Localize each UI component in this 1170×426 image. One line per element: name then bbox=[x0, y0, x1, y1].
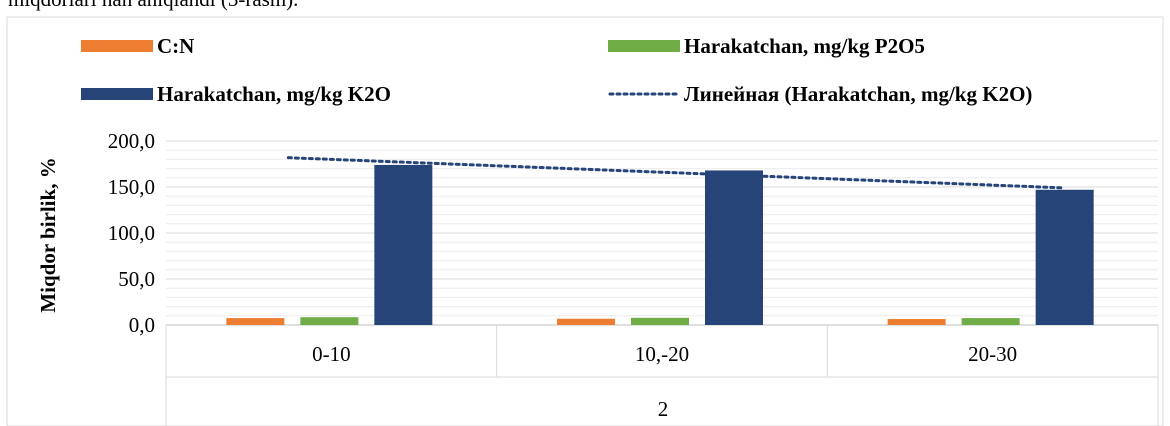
bar-harakatchan-mg-kg-k2o-0 bbox=[374, 164, 433, 325]
legend: C:N Harakatchan, mg/kg P2O5 Harakatchan, m… bbox=[81, 34, 1032, 106]
y-tick-label: 100,0 bbox=[108, 221, 155, 245]
trendline bbox=[286, 156, 1067, 190]
y-tick-label: 200,0 bbox=[108, 129, 155, 153]
legend-label: Линейная (Harakatchan, mg/kg K2O) bbox=[684, 82, 1032, 106]
y-tick-label: 50,0 bbox=[118, 267, 155, 291]
x-group-label: 2 bbox=[658, 397, 669, 421]
gridlines bbox=[166, 140, 1158, 326]
bar-harakatchan-mg-kg-p2o5-0 bbox=[300, 317, 359, 325]
chart-frame bbox=[6, 16, 1164, 426]
legend-label: Harakatchan, mg/kg P2O5 bbox=[684, 34, 925, 58]
legend-label: C:N bbox=[157, 34, 194, 58]
y-tick-label: 0,0 bbox=[129, 313, 155, 337]
x-tick-label: 20-30 bbox=[968, 342, 1017, 366]
trendline-k2o bbox=[286, 156, 1067, 190]
legend-swatch bbox=[81, 88, 153, 100]
x-tick-label: 10,-20 bbox=[635, 342, 689, 366]
legend-label: Harakatchan, mg/kg K2O bbox=[157, 82, 391, 106]
bar-harakatchan-mg-kg-p2o5-1 bbox=[631, 317, 689, 325]
y-tick-label: 150,0 bbox=[108, 175, 155, 199]
x-tick-label: 0-10 bbox=[312, 342, 351, 366]
bar-c-n-1 bbox=[557, 318, 615, 325]
x-tick-labels: 0-10 10,-20 20-30 bbox=[312, 342, 1017, 366]
bar-c-n-0 bbox=[226, 318, 285, 325]
page-header-text: miqdorlari han aniqlandi (3-rasm). bbox=[8, 0, 298, 11]
bar-harakatchan-mg-kg-p2o5-2 bbox=[961, 318, 1020, 325]
y-tick-labels: 0,0 50,0 100,0 150,0 200,0 bbox=[108, 129, 155, 337]
bars bbox=[226, 164, 1094, 325]
y-axis-title: Miqdor birlik, % bbox=[36, 157, 60, 312]
legend-swatch bbox=[608, 40, 680, 52]
bar-harakatchan-mg-kg-k2o-2 bbox=[1035, 189, 1094, 325]
bar-harakatchan-mg-kg-k2o-1 bbox=[705, 170, 763, 325]
legend-swatch bbox=[81, 40, 153, 52]
category-separators bbox=[165, 325, 1159, 426]
bar-c-n-2 bbox=[887, 319, 946, 325]
